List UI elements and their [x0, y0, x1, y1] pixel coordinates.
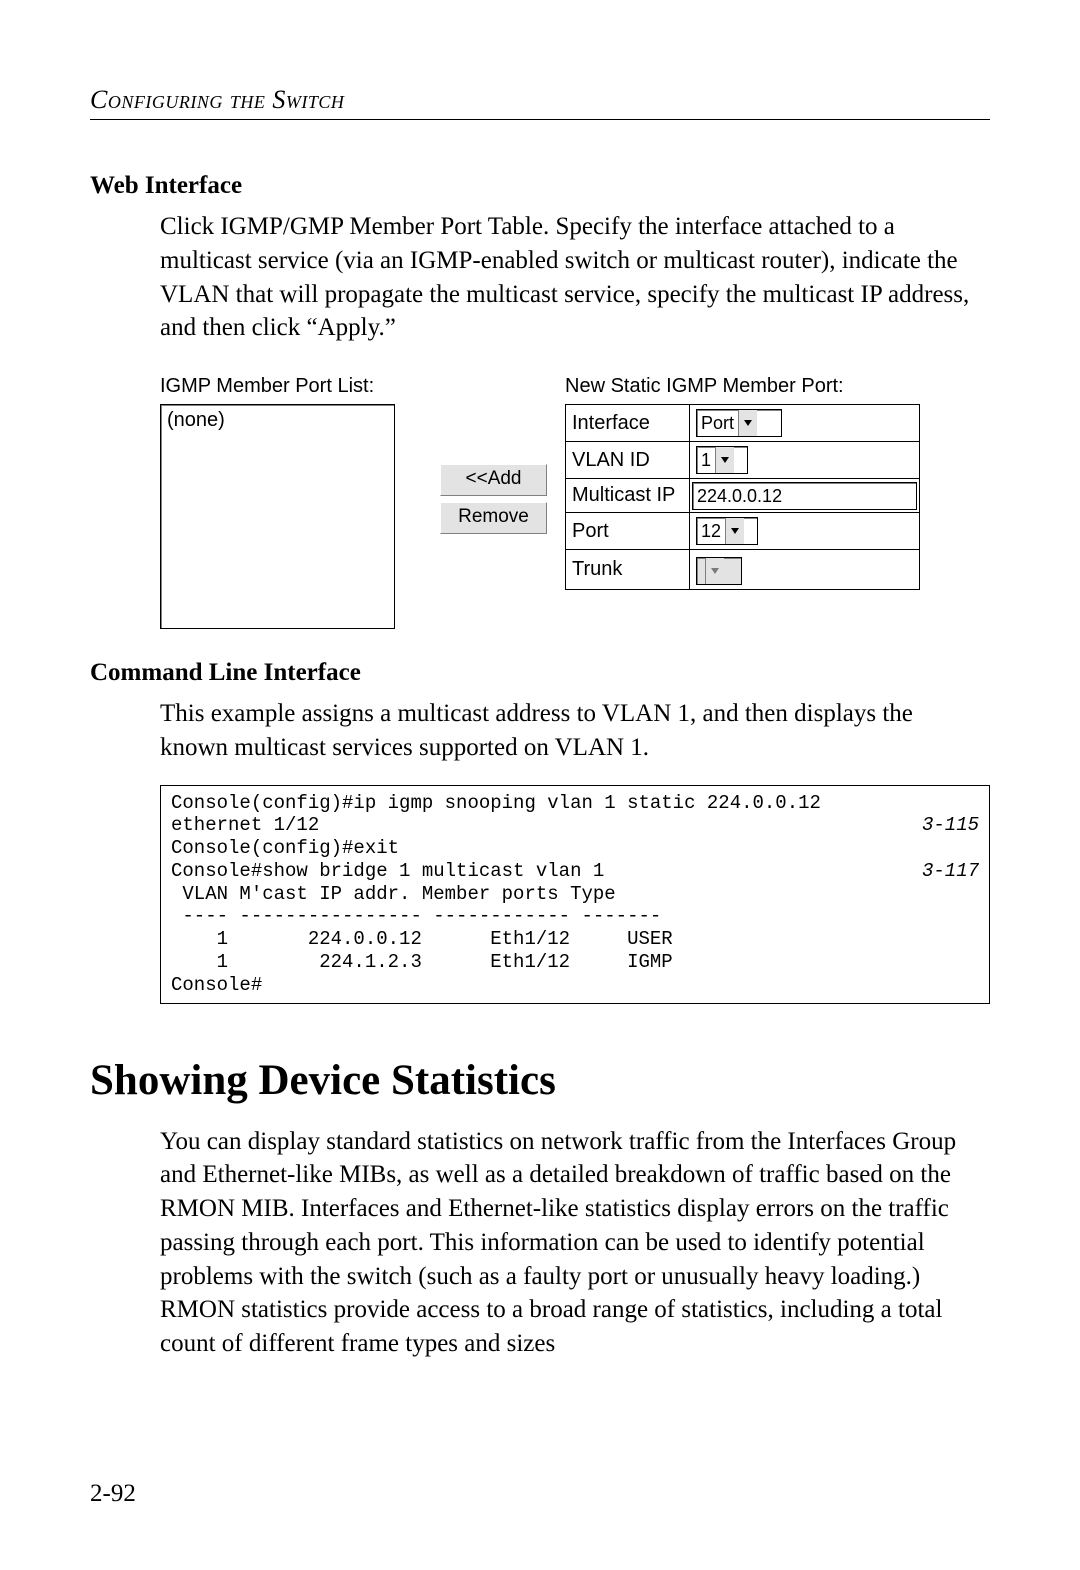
page-number: 2-92	[90, 1480, 136, 1508]
interface-label: Interface	[566, 405, 690, 442]
running-header: Configuring the Switch	[90, 85, 990, 115]
cli-paragraph: This example assigns a multicast address…	[160, 697, 980, 765]
cli-line: 1 224.0.0.12 Eth1/12 USER	[171, 928, 979, 951]
interface-select[interactable]: Port	[696, 409, 782, 437]
multicast-ip-label: Multicast IP	[566, 479, 690, 513]
vlan-id-select-value: 1	[701, 450, 711, 471]
remove-button[interactable]: Remove	[440, 502, 547, 534]
new-member-port-form: Interface Port VLAN ID	[565, 404, 920, 590]
cli-line: 3-115ethernet 1/12	[171, 814, 979, 837]
device-statistics-paragraph: You can display standard statistics on n…	[160, 1125, 980, 1361]
chevron-down-icon	[738, 410, 757, 436]
igmp-ui-panel: IGMP Member Port List: New Static IGMP M…	[160, 375, 920, 629]
cli-output-block: Console(config)#ip igmp snooping vlan 1 …	[160, 785, 990, 1004]
chevron-down-icon	[715, 447, 734, 473]
new-member-port-title: New Static IGMP Member Port:	[565, 375, 920, 398]
vlan-id-select[interactable]: 1	[696, 446, 748, 474]
cli-page-ref: 3-115	[922, 814, 979, 837]
web-interface-paragraph: Click IGMP/GMP Member Port Table. Specif…	[160, 210, 980, 345]
device-statistics-heading: Showing Device Statistics	[90, 1056, 990, 1105]
cli-line: VLAN M'cast IP addr. Member ports Type	[171, 883, 979, 906]
cli-line: Console(config)#exit	[171, 837, 979, 860]
chevron-down-icon	[705, 558, 724, 584]
member-port-listbox-content: (none)	[167, 409, 225, 431]
cli-page-ref: 3-117	[922, 860, 979, 883]
cli-line: ---- ---------------- ------------ -----…	[171, 905, 979, 928]
cli-heading: Command Line Interface	[90, 659, 990, 687]
running-header-text: Configuring the Switch	[90, 85, 344, 114]
web-interface-heading: Web Interface	[90, 172, 990, 200]
trunk-select[interactable]	[696, 557, 742, 585]
add-button[interactable]: <<Add	[440, 464, 547, 496]
port-select[interactable]: 12	[696, 517, 758, 545]
member-port-listbox[interactable]: (none)	[160, 404, 395, 629]
trunk-label: Trunk	[566, 550, 690, 590]
vlan-id-label: VLAN ID	[566, 442, 690, 479]
member-port-list-title: IGMP Member Port List:	[160, 375, 565, 398]
interface-select-value: Port	[701, 413, 734, 434]
cli-line: 1 224.1.2.3 Eth1/12 IGMP	[171, 951, 979, 974]
header-rule	[90, 119, 990, 120]
cli-line: Console(config)#ip igmp snooping vlan 1 …	[171, 792, 979, 815]
port-select-value: 12	[701, 521, 721, 542]
chevron-down-icon	[725, 518, 744, 544]
multicast-ip-input[interactable]: 224.0.0.12	[692, 482, 917, 510]
cli-line: 3-117Console#show bridge 1 multicast vla…	[171, 860, 979, 883]
cli-line: Console#	[171, 974, 979, 997]
port-label: Port	[566, 513, 690, 550]
